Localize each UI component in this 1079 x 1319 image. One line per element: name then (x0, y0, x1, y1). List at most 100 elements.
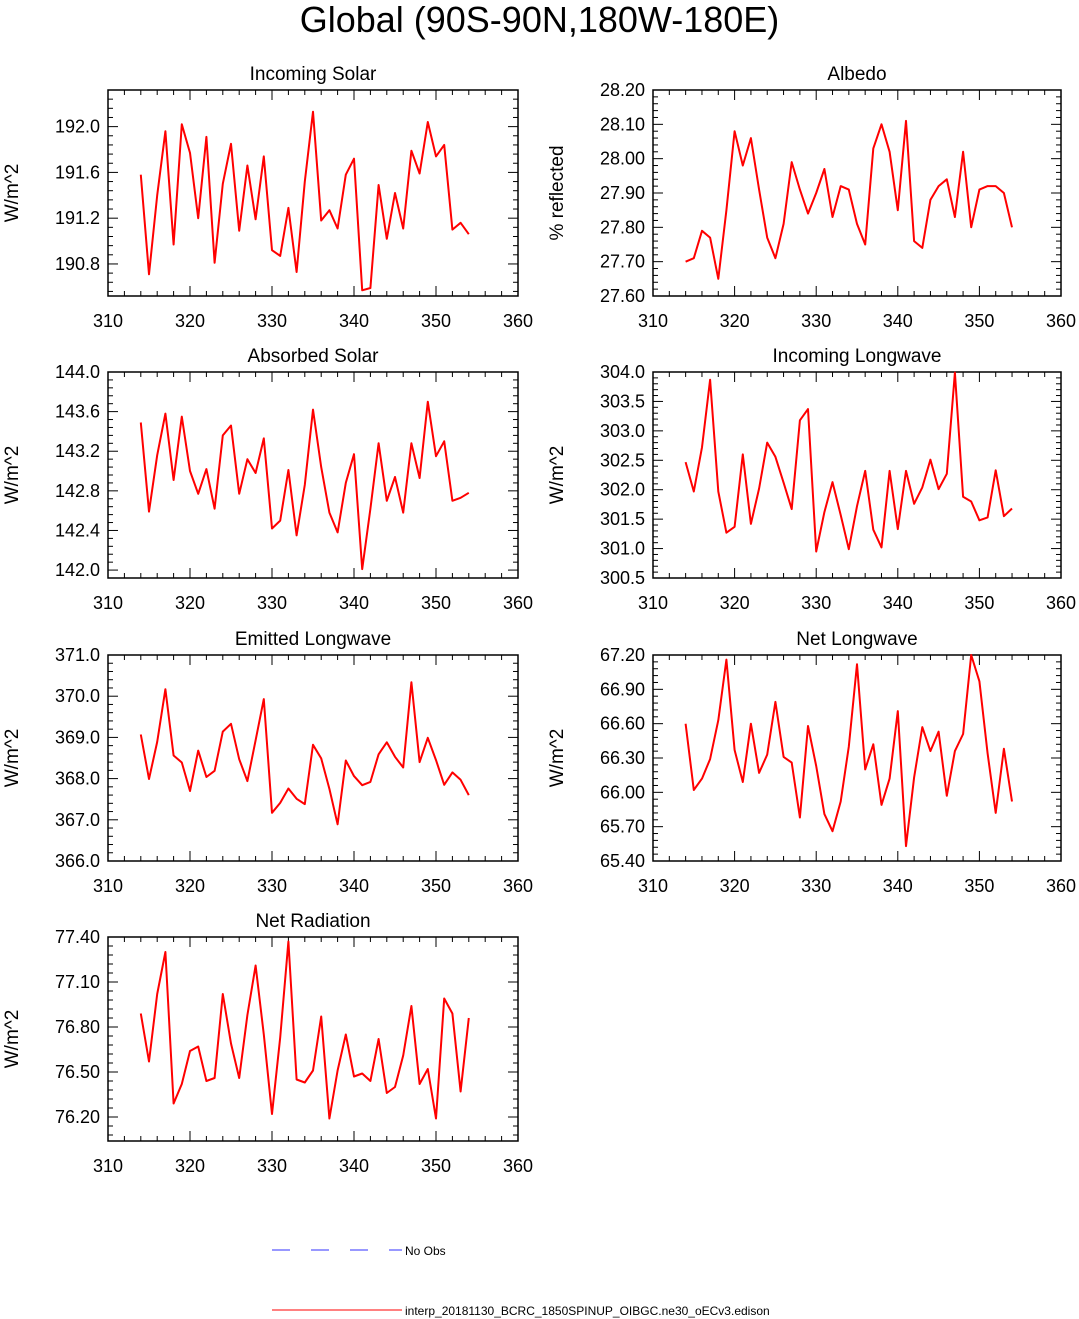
net-longwave-xtick-label: 340 (883, 876, 913, 896)
incoming-longwave-ytick-label: 302.0 (600, 480, 645, 500)
incoming-longwave-ytick-label: 301.0 (600, 539, 645, 559)
net-radiation-xtick-label: 320 (175, 1156, 205, 1176)
albedo-ytick-label: 27.90 (600, 183, 645, 203)
emitted-longwave-ytick-label: 367.0 (55, 810, 100, 830)
absorbed-solar-xtick-label: 320 (175, 593, 205, 613)
incoming-solar-xtick-label: 340 (339, 311, 369, 331)
legend-model-label: interp_20181130_BCRC_1850SPINUP_OIBGC.ne… (405, 1304, 770, 1318)
absorbed-solar-ytick-label: 142.0 (55, 560, 100, 580)
absorbed-solar-plot-frame (107, 371, 519, 579)
absorbed-solar-xtick-label: 360 (503, 593, 533, 613)
net-radiation-xtick-label: 340 (339, 1156, 369, 1176)
net-longwave-panel: Net Longwave W/m^2 310 320 330 340 350 360 65.40… (547, 629, 1076, 896)
incoming-longwave-xtick-label: 350 (964, 593, 994, 613)
incoming-longwave-series-line (684, 371, 1013, 553)
net-longwave-plot-frame (652, 654, 1062, 862)
albedo-series-line (685, 119, 1013, 280)
incoming-longwave-ytick-label: 302.5 (600, 450, 645, 470)
net-longwave-xtick-label: 320 (720, 876, 750, 896)
absorbed-solar-ylabel: W/m^2 (2, 446, 23, 505)
incoming-longwave-xtick-label: 330 (801, 593, 831, 613)
emitted-longwave-xtick-label: 360 (503, 876, 533, 896)
absorbed-solar-ytick-label: 144.0 (55, 362, 100, 382)
incoming-solar-ytick-label: 192.0 (55, 117, 100, 137)
net-radiation-xtick-label: 330 (257, 1156, 287, 1176)
albedo-ytick-label: 28.10 (600, 114, 645, 134)
incoming-longwave-title: Incoming Longwave (773, 346, 942, 367)
net-longwave-ytick-label: 66.30 (600, 748, 645, 768)
absorbed-solar-ytick-label: 142.8 (55, 481, 100, 501)
incoming-solar-xtick-label: 360 (503, 311, 533, 331)
incoming-longwave-xtick-label: 360 (1046, 593, 1076, 613)
legend: No Obs interp_20181130_BCRC_1850SPINUP_O… (272, 1244, 770, 1318)
albedo-ytick-label: 27.80 (600, 217, 645, 237)
incoming-solar-xtick-label: 320 (175, 311, 205, 331)
incoming-solar-xtick-label: 350 (421, 311, 451, 331)
net-longwave-ytick-label: 66.90 (600, 679, 645, 699)
absorbed-solar-ytick-label: 143.2 (55, 441, 100, 461)
emitted-longwave-panel: Emitted Longwave W/m^2 310 320 330 340 350 360 3… (2, 629, 533, 896)
net-radiation-ytick-label: 77.40 (55, 927, 100, 947)
incoming-longwave-ylabel: W/m^2 (547, 446, 568, 505)
albedo-xtick-label: 310 (638, 311, 668, 331)
net-longwave-ytick-label: 65.70 (600, 817, 645, 837)
incoming-longwave-ytick-label: 304.0 (600, 362, 645, 382)
emitted-longwave-series-line (139, 681, 470, 826)
albedo-xtick-label: 330 (801, 311, 831, 331)
net-radiation-ylabel: W/m^2 (2, 1010, 23, 1069)
absorbed-solar-panel: Absorbed Solar W/m^2 310 320 330 340 350 360 142… (2, 346, 533, 613)
incoming-solar-ytick-label: 191.2 (55, 208, 100, 228)
panels-group: Incoming Solar W/m^2 310 320 330 340 350 360 190… (2, 64, 1076, 1176)
incoming-longwave-xtick-label: 310 (638, 593, 668, 613)
incoming-longwave-ytick-label: 303.5 (600, 391, 645, 411)
albedo-ytick-label: 28.00 (600, 149, 645, 169)
absorbed-solar-ytick-label: 143.6 (55, 402, 100, 422)
albedo-ytick-label: 27.70 (600, 252, 645, 272)
incoming-solar-ytick-label: 190.8 (55, 254, 100, 274)
legend-obs-label: No Obs (405, 1244, 446, 1258)
net-radiation-ytick-label: 76.50 (55, 1062, 100, 1082)
albedo-xtick-label: 340 (883, 311, 913, 331)
net-radiation-panel: Net Radiation W/m^2 310 320 330 340 350 360 76.2… (2, 911, 533, 1176)
net-radiation-xtick-label: 350 (421, 1156, 451, 1176)
emitted-longwave-ytick-label: 366.0 (55, 851, 100, 871)
incoming-solar-xtick-label: 310 (93, 311, 123, 331)
net-radiation-ytick-label: 76.20 (55, 1107, 100, 1127)
incoming-solar-title: Incoming Solar (250, 64, 377, 85)
incoming-longwave-xtick-label: 340 (883, 593, 913, 613)
net-radiation-xtick-label: 360 (503, 1156, 533, 1176)
net-longwave-ytick-label: 67.20 (600, 645, 645, 665)
albedo-ytick-label: 27.60 (600, 286, 645, 306)
page-title: Global (90S-90N,180W-180E) (299, 0, 780, 40)
net-longwave-xtick-label: 310 (638, 876, 668, 896)
net-radiation-title: Net Radiation (255, 911, 370, 932)
net-radiation-xtick-label: 310 (93, 1156, 123, 1176)
net-radiation-ytick-label: 77.10 (55, 972, 100, 992)
emitted-longwave-xtick-label: 350 (421, 876, 451, 896)
incoming-longwave-ytick-label: 301.5 (600, 509, 645, 529)
emitted-longwave-ytick-label: 369.0 (55, 727, 100, 747)
incoming-solar-plot-frame (107, 89, 519, 297)
incoming-longwave-xtick-label: 320 (720, 593, 750, 613)
albedo-xtick-label: 360 (1046, 311, 1076, 331)
net-longwave-xtick-label: 360 (1046, 876, 1076, 896)
absorbed-solar-title: Absorbed Solar (248, 346, 380, 367)
net-longwave-series-line (684, 654, 1013, 848)
incoming-solar-panel: Incoming Solar W/m^2 310 320 330 340 350 360 190… (2, 64, 533, 331)
emitted-longwave-ytick-label: 371.0 (55, 645, 100, 665)
net-longwave-ytick-label: 66.00 (600, 782, 645, 802)
incoming-longwave-ytick-label: 303.0 (600, 421, 645, 441)
incoming-longwave-panel: Incoming Longwave W/m^2 310 320 330 340 350 360… (547, 346, 1076, 613)
albedo-ytick-label: 28.20 (600, 80, 645, 100)
albedo-title: Albedo (827, 64, 886, 85)
absorbed-solar-series-line (139, 400, 470, 571)
emitted-longwave-plot-frame (107, 654, 519, 862)
albedo-xtick-label: 350 (964, 311, 994, 331)
net-longwave-ytick-label: 65.40 (600, 851, 645, 871)
albedo-ylabel: % reflected (547, 145, 568, 240)
net-longwave-title: Net Longwave (796, 629, 917, 650)
incoming-solar-xtick-label: 330 (257, 311, 287, 331)
emitted-longwave-xtick-label: 310 (93, 876, 123, 896)
net-longwave-xtick-label: 350 (964, 876, 994, 896)
